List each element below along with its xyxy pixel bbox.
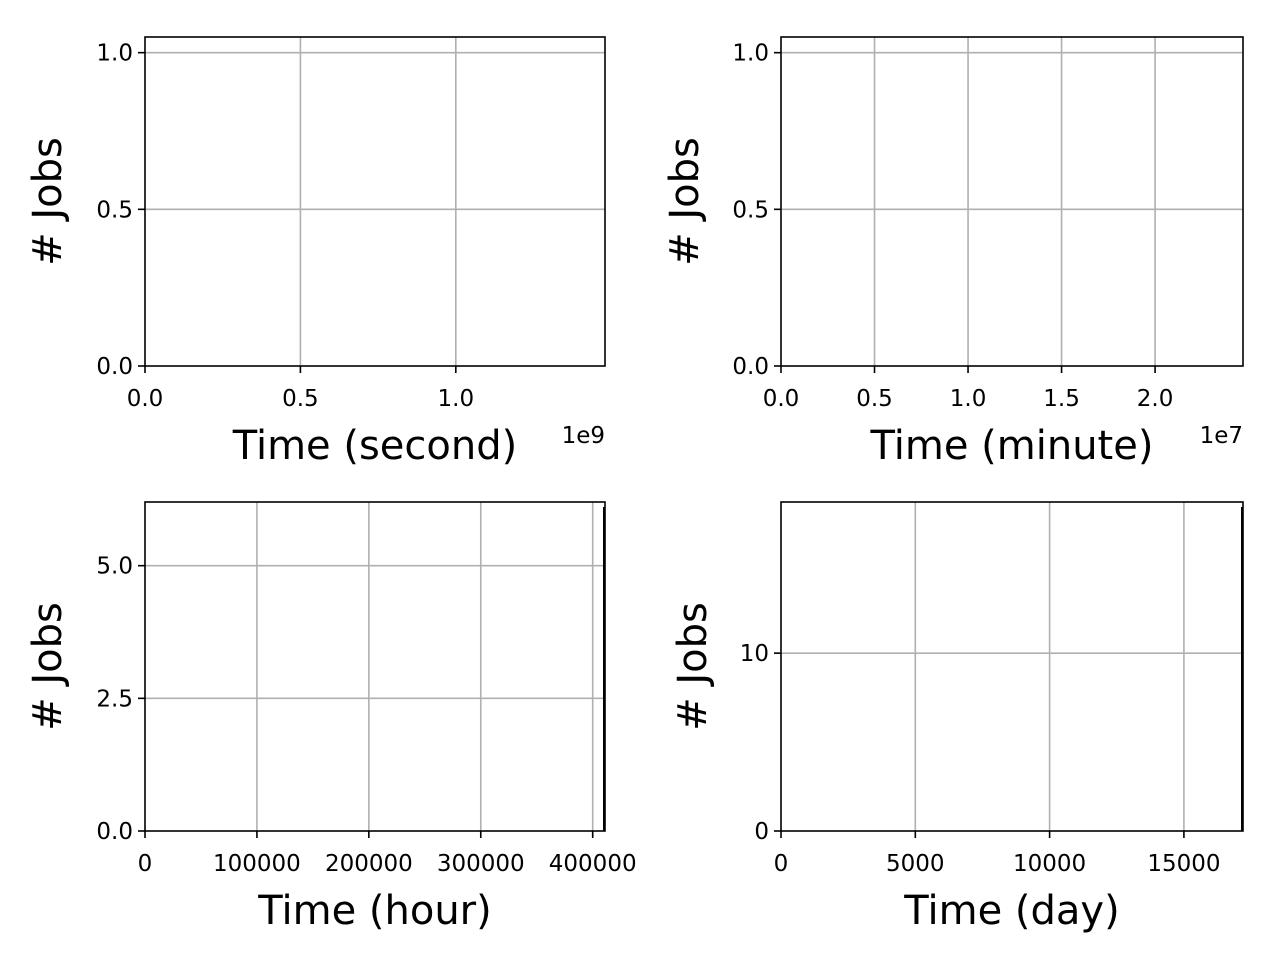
y-axis-label: # Jobs xyxy=(662,137,708,266)
x-tick-label: 0.0 xyxy=(763,386,800,412)
y-tick-label: 0.0 xyxy=(96,354,133,380)
y-tick-label: 0.0 xyxy=(732,354,769,380)
x-axis-label: Time (minute) xyxy=(870,423,1154,469)
axes-frame xyxy=(144,501,606,832)
plot-area xyxy=(781,502,1243,831)
chart-panel-4: 0 5000 10000 15000 0 10 Time (day) # Jobs xyxy=(670,501,1244,934)
x-tick-label: 10000 xyxy=(1013,851,1086,877)
x-tick-label: 1.0 xyxy=(950,386,987,412)
x-tick-label: 5000 xyxy=(886,851,945,877)
y-tick-label: 1.0 xyxy=(732,41,769,67)
y-tick-label: 0.5 xyxy=(96,197,133,223)
x-tick-label: 0 xyxy=(774,851,789,877)
x-axis-label: Time (hour) xyxy=(257,888,491,934)
x-axis-label: Time (second) xyxy=(232,423,517,469)
x-tick-label: 1.0 xyxy=(438,386,475,412)
y-tick-label: 10 xyxy=(740,641,769,667)
x-tick-label: 1.5 xyxy=(1043,386,1080,412)
y-tick-label: 0.5 xyxy=(732,197,769,223)
axes-frame xyxy=(780,36,1244,367)
y-axis-label: # Jobs xyxy=(670,602,716,731)
y-tick-label: 5.0 xyxy=(96,554,133,580)
x-tick-label: 0.5 xyxy=(856,386,893,412)
y-tick-label: 1.0 xyxy=(96,41,133,67)
x-tick-label: 0.0 xyxy=(127,386,164,412)
plot-area xyxy=(145,502,605,831)
y-tick-label: 2.5 xyxy=(96,686,133,712)
x-offset-label: 1e9 xyxy=(562,423,605,449)
x-tick-label: 300000 xyxy=(437,851,525,877)
chart-panel-3: 0 100000 200000 300000 400000 0.0 2.5 5.0 Time (… xyxy=(25,501,637,934)
axes-frame xyxy=(144,36,606,367)
x-tick-label: 15000 xyxy=(1147,851,1220,877)
x-tick-label: 0.5 xyxy=(282,386,319,412)
x-tick-label: 100000 xyxy=(213,851,301,877)
x-tick-label: 200000 xyxy=(325,851,413,877)
plot-area xyxy=(145,37,605,366)
x-tick-label: 2.0 xyxy=(1137,386,1174,412)
x-offset-label: 1e7 xyxy=(1200,423,1243,449)
y-tick-label: 0.0 xyxy=(96,819,133,845)
y-axis-label: # Jobs xyxy=(25,602,71,731)
plot-area xyxy=(781,37,1243,366)
x-axis-label: Time (day) xyxy=(903,888,1119,934)
y-axis-label: # Jobs xyxy=(25,137,71,266)
axes-frame xyxy=(780,501,1244,832)
x-tick-label: 0 xyxy=(138,851,153,877)
chart-panel-1: 0.0 0.5 1.0 0.0 0.5 1.0 1e9 Time (second) # Jobs xyxy=(25,36,606,469)
x-tick-label: 400000 xyxy=(549,851,637,877)
y-tick-label: 0 xyxy=(754,819,769,845)
chart-panel-2: 0.0 0.5 1.0 1.5 2.0 0.0 0.5 1.0 1e7 Time (minute)… xyxy=(662,36,1244,469)
